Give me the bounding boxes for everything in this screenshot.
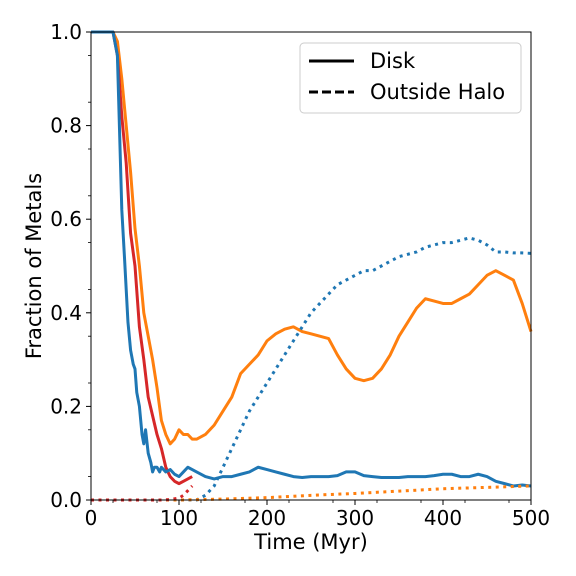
- x-tick-label: 300: [336, 506, 374, 530]
- y-tick-label: 0.0: [50, 488, 82, 512]
- y-tick-label: 0.8: [50, 114, 82, 138]
- legend-label-outside-halo: Outside Halo: [370, 80, 505, 104]
- plot-frame: [90, 31, 532, 501]
- y-tick-label: 0.2: [50, 394, 82, 418]
- y-tick-label: 0.6: [50, 207, 82, 231]
- series-line-2: [91, 30, 532, 488]
- series-line-1: [91, 30, 193, 486]
- series-line-5: [91, 484, 194, 502]
- y-axis-ticks: 0.0 0.2 0.4 0.6 0.8 1.0: [50, 20, 91, 512]
- x-tick-label: 400: [424, 506, 462, 530]
- y-tick-label: 1.0: [50, 20, 82, 44]
- y-tick-label: 0.4: [50, 301, 82, 325]
- x-tick-label: 0: [85, 506, 98, 530]
- x-axis-label: Time (Myr): [253, 530, 368, 554]
- series-line-3: [91, 236, 532, 502]
- legend-box: [299, 42, 522, 114]
- x-tick-label: 200: [248, 506, 286, 530]
- x-tick-label: 500: [512, 506, 550, 530]
- legend: Disk Outside Halo: [299, 42, 522, 114]
- series-layer: [91, 30, 533, 502]
- series-line-0: [91, 30, 533, 446]
- y-axis-label: Fraction of Metals: [22, 173, 46, 359]
- series-line-4: [91, 484, 532, 502]
- legend-label-disk: Disk: [370, 49, 416, 73]
- x-axis-ticks: 0 100 200 300 400 500: [85, 500, 550, 530]
- x-tick-label: 100: [160, 506, 198, 530]
